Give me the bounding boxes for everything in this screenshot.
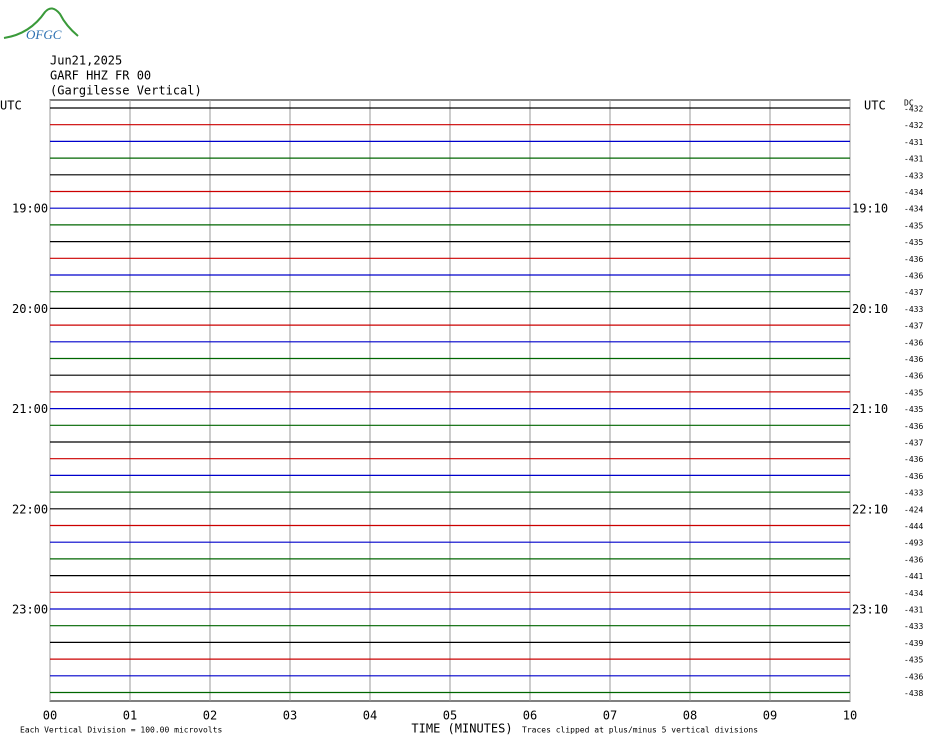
x-tick-label: 00	[43, 709, 57, 723]
dc-label: -431	[904, 155, 923, 164]
dc-label: -431	[904, 606, 923, 615]
dc-label: -435	[904, 221, 923, 230]
footnote: Traces clipped at plus/minus 5 vertical …	[522, 726, 758, 735]
dc-label: -424	[904, 505, 923, 514]
right-axis-label: UTC	[864, 99, 886, 113]
dc-label: -439	[904, 639, 923, 648]
dc-label: -436	[904, 672, 923, 681]
dc-label: -436	[904, 455, 923, 464]
dc-label: -493	[904, 539, 923, 548]
time-label: 23:10	[852, 603, 888, 617]
time-label: 23:00	[12, 603, 48, 617]
dc-label: -436	[904, 422, 923, 431]
dc-label: -431	[904, 138, 923, 147]
dc-label: -433	[904, 622, 923, 631]
logo-mark	[3, 7, 79, 39]
dc-label: -436	[904, 472, 923, 481]
title-line: GARF HHZ FR 00	[50, 69, 151, 83]
dc-label: -433	[904, 489, 923, 498]
title-line: Jun21,2025	[50, 54, 122, 68]
dc-label: -433	[904, 305, 923, 314]
time-label: 19:10	[852, 202, 888, 216]
dc-label: -433	[904, 171, 923, 180]
dc-label: -432	[904, 105, 923, 114]
footnote: Each Vertical Division = 100.00 microvol…	[20, 726, 222, 735]
dc-label: -432	[904, 121, 923, 130]
x-tick-label: 04	[363, 709, 377, 723]
dc-label: -437	[904, 439, 923, 448]
time-label: 20:00	[12, 302, 48, 316]
dc-label: -437	[904, 322, 923, 331]
dc-label: -436	[904, 372, 923, 381]
time-label: 20:10	[852, 302, 888, 316]
dc-label: -435	[904, 656, 923, 665]
x-tick-label: 08	[683, 709, 697, 723]
dc-label: -436	[904, 355, 923, 364]
logo: OFGC	[26, 27, 62, 42]
dc-label: -436	[904, 272, 923, 281]
x-tick-label: 07	[603, 709, 617, 723]
dc-label: -438	[904, 689, 923, 698]
time-label: 21:10	[852, 402, 888, 416]
time-label: 22:00	[12, 502, 48, 516]
dc-label: -434	[904, 188, 923, 197]
x-tick-label: 02	[203, 709, 217, 723]
dc-label: -435	[904, 405, 923, 414]
x-tick-label: 05	[443, 709, 457, 723]
title-line: (Gargilesse Vertical)	[50, 84, 202, 98]
x-axis-label: TIME (MINUTES)	[411, 722, 512, 736]
x-tick-label: 10	[843, 709, 857, 723]
time-label: 19:00	[12, 202, 48, 216]
x-tick-label: 06	[523, 709, 537, 723]
time-label: 22:10	[852, 502, 888, 516]
dc-label: -435	[904, 388, 923, 397]
dc-label: -437	[904, 288, 923, 297]
dc-label: -441	[904, 572, 923, 581]
time-label: 21:00	[12, 402, 48, 416]
dc-label: -435	[904, 238, 923, 247]
dc-label: -434	[904, 589, 923, 598]
dc-label: -434	[904, 205, 923, 214]
left-axis-label: UTC	[0, 99, 22, 113]
dc-label: -436	[904, 338, 923, 347]
dc-label: -436	[904, 255, 923, 264]
dc-label: -444	[904, 522, 923, 531]
x-tick-label: 09	[763, 709, 777, 723]
dc-label: DC	[904, 99, 914, 108]
x-tick-label: 01	[123, 709, 137, 723]
dc-label: -436	[904, 555, 923, 564]
x-tick-label: 03	[283, 709, 297, 723]
